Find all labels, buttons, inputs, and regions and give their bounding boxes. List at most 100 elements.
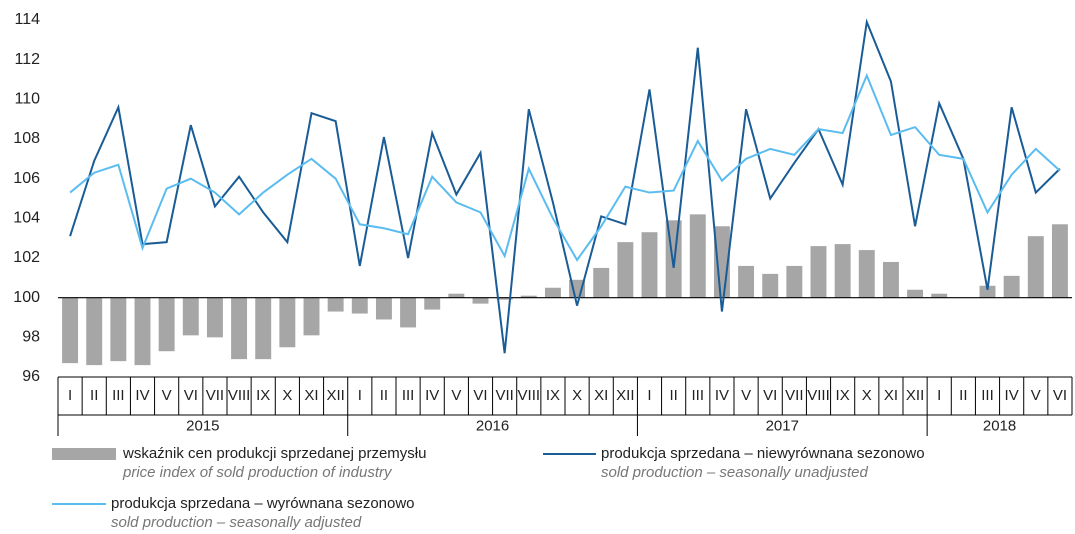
bar	[834, 244, 851, 298]
x-tick-label: XII	[616, 387, 634, 404]
x-tick-label: I	[68, 387, 72, 404]
x-tick-label: XI	[594, 387, 608, 404]
x-tick-label: I	[937, 387, 941, 404]
year-label: 2018	[983, 417, 1016, 434]
bar	[1051, 224, 1068, 298]
y-tick-label: 96	[22, 368, 40, 385]
x-tick-label: VI	[763, 387, 777, 404]
x-tick-label: VII	[785, 387, 803, 404]
x-tick-label: VII	[495, 387, 513, 404]
legend-label: produkcja sprzedana – wyrównana sezonowo	[111, 495, 415, 512]
bar	[907, 289, 924, 298]
bar	[689, 214, 706, 298]
line-series	[69, 72, 1061, 262]
bar	[858, 250, 875, 298]
bar	[206, 297, 223, 338]
line-series	[69, 18, 1061, 354]
bar	[134, 297, 151, 366]
legend-label: produkcja sprzedana – niewyrównana sezon…	[601, 445, 925, 462]
bar	[231, 297, 248, 360]
bar	[182, 297, 199, 336]
bar	[351, 297, 368, 314]
legend-label-en: sold production – seasonally adjusted	[111, 514, 362, 531]
x-tick-label: IX	[256, 387, 270, 404]
bar	[617, 242, 634, 298]
bar	[255, 297, 272, 360]
y-tick-label: 100	[13, 289, 40, 306]
x-tick-label: II	[380, 387, 388, 404]
legend-swatch	[52, 448, 116, 460]
bar	[1027, 236, 1044, 298]
y-tick-label: 106	[13, 170, 40, 187]
bar	[544, 287, 561, 298]
x-tick-label: XI	[304, 387, 318, 404]
x-tick-label: VIII	[518, 387, 541, 404]
x-tick-label: IV	[135, 387, 149, 404]
bar	[520, 295, 537, 298]
x-tick-label: III	[981, 387, 994, 404]
bar	[931, 293, 948, 298]
y-tick-label: 112	[14, 51, 40, 68]
year-label: 2015	[186, 417, 219, 434]
legend-label-en: price index of sold production of indust…	[122, 464, 393, 481]
bar	[375, 297, 392, 320]
legend-label: wskaźnik cen produkcji sprzedanej przemy…	[122, 445, 426, 462]
year-label: 2016	[476, 417, 509, 434]
bar	[786, 265, 803, 298]
x-tick-label: VIII	[807, 387, 830, 404]
x-tick-label: VIII	[228, 387, 251, 404]
x-tick-label: XII	[326, 387, 344, 404]
bar	[400, 297, 417, 328]
y-tick-label: 108	[13, 130, 40, 147]
bar	[158, 297, 175, 352]
bar	[1003, 275, 1020, 298]
y-tick-label: 102	[13, 249, 40, 266]
x-tick-label: II	[90, 387, 98, 404]
bar	[279, 297, 296, 348]
bar	[424, 297, 441, 310]
y-tick-label: 110	[14, 91, 40, 108]
y-tick-label: 104	[13, 210, 40, 227]
x-tick-label: IX	[546, 387, 560, 404]
bar	[593, 267, 610, 298]
x-tick-label: XII	[906, 387, 924, 404]
bar	[979, 285, 996, 298]
x-tick-label: III	[402, 387, 415, 404]
x-tick-label: II	[669, 387, 677, 404]
x-tick-label: VII	[206, 387, 224, 404]
bar	[762, 273, 779, 298]
x-tick-label: XI	[884, 387, 898, 404]
x-tick-label: X	[282, 387, 292, 404]
x-tick-label: X	[862, 387, 872, 404]
bar	[303, 297, 320, 336]
bar	[327, 297, 344, 312]
x-tick-label: IV	[1005, 387, 1019, 404]
x-tick-label: X	[572, 387, 582, 404]
bar	[110, 297, 127, 362]
y-tick-label: 114	[14, 11, 40, 28]
x-tick-label: I	[358, 387, 362, 404]
y-tick-label: 98	[22, 329, 40, 346]
x-tick-label: VI	[473, 387, 487, 404]
x-tick-label: V	[162, 387, 172, 404]
x-tick-label: III	[692, 387, 705, 404]
x-tick-label: III	[112, 387, 125, 404]
bar	[86, 297, 103, 366]
bar	[641, 232, 658, 298]
bar	[496, 297, 513, 300]
bar	[472, 297, 489, 304]
bar	[738, 265, 755, 298]
bar	[882, 261, 899, 298]
x-tick-label: IV	[715, 387, 729, 404]
x-tick-label: IV	[425, 387, 439, 404]
x-tick-label: V	[741, 387, 751, 404]
x-tick-label: VI	[1053, 387, 1067, 404]
x-tick-label: V	[1031, 387, 1041, 404]
bar	[62, 297, 79, 364]
x-tick-label: I	[647, 387, 651, 404]
x-tick-label: II	[959, 387, 967, 404]
x-tick-label: IX	[836, 387, 850, 404]
legend-label-en: sold production – seasonally unadjusted	[601, 464, 869, 481]
x-tick-label: VI	[184, 387, 198, 404]
